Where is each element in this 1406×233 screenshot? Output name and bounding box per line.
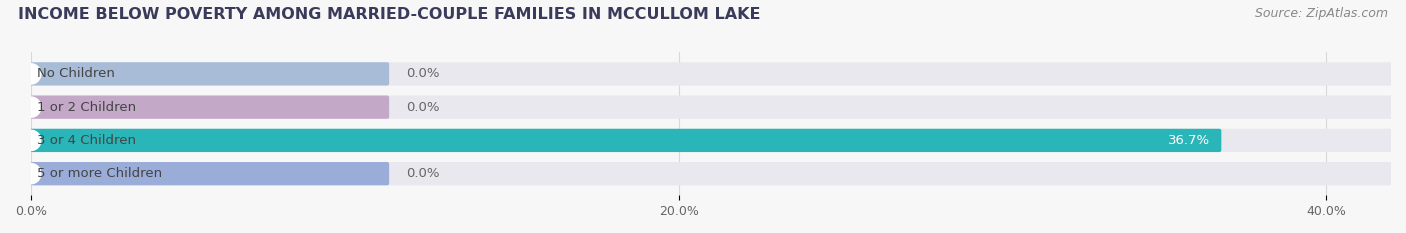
Text: 0.0%: 0.0% [406,167,440,180]
FancyBboxPatch shape [30,96,389,119]
FancyBboxPatch shape [30,162,389,185]
FancyBboxPatch shape [30,96,1393,119]
Text: 5 or more Children: 5 or more Children [37,167,162,180]
Circle shape [21,130,41,151]
FancyBboxPatch shape [30,129,1222,152]
Text: INCOME BELOW POVERTY AMONG MARRIED-COUPLE FAMILIES IN MCCULLOM LAKE: INCOME BELOW POVERTY AMONG MARRIED-COUPL… [18,7,761,22]
Text: 3 or 4 Children: 3 or 4 Children [37,134,136,147]
Text: No Children: No Children [37,67,115,80]
Circle shape [21,64,41,84]
Text: 0.0%: 0.0% [406,67,440,80]
FancyBboxPatch shape [30,62,389,86]
Text: 0.0%: 0.0% [406,101,440,114]
FancyBboxPatch shape [30,62,1393,86]
Circle shape [21,97,41,117]
Text: 36.7%: 36.7% [1167,134,1209,147]
Text: Source: ZipAtlas.com: Source: ZipAtlas.com [1254,7,1388,20]
Text: 1 or 2 Children: 1 or 2 Children [37,101,136,114]
FancyBboxPatch shape [30,162,1393,185]
FancyBboxPatch shape [30,129,1393,152]
Circle shape [21,164,41,184]
